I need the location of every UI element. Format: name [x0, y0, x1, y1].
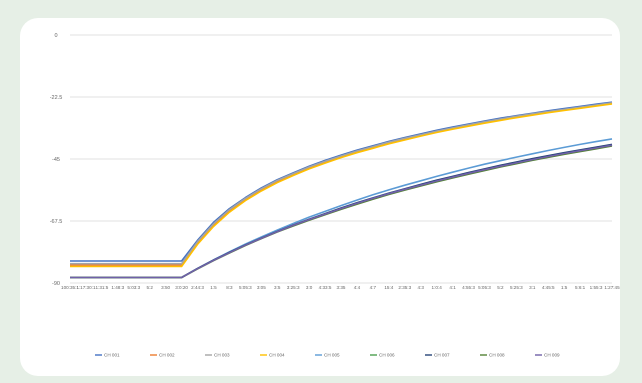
legend-label: CH 002: [159, 353, 175, 358]
legend: CH 001 CH 002 CH 003 CH 004 CH 005 CH 006 CH 0…: [95, 353, 560, 358]
x-tick-label: 1:48:3: [111, 285, 124, 290]
x-tick-label: 3:35: [337, 285, 346, 290]
series-line: [70, 145, 613, 279]
series-lines: [70, 101, 613, 279]
x-tick-label: 4:4: [354, 285, 361, 290]
x-tick-label: 3:0: [306, 285, 313, 290]
x-tick-label: 5:6:1: [575, 285, 586, 290]
x-tick-label: 5:2: [497, 285, 504, 290]
x-tick-label: 3:25:3: [287, 285, 300, 290]
x-axis-ticks: 100:35:11:17:30:1 1:31:5 1:48:3 5:03:3 5:2 3:…: [61, 285, 620, 290]
legend-label: CH 006: [379, 353, 395, 358]
x-tick-label: 2:44:3: [191, 285, 204, 290]
x-tick-label: 5:25:3: [510, 285, 523, 290]
y-tick-label: -67.5: [50, 219, 63, 225]
x-tick-label: 1:27:45: [604, 285, 620, 290]
x-tick-label: 1:0:4: [432, 285, 443, 290]
series-line: [70, 103, 613, 268]
legend-label: CH 009: [544, 353, 560, 358]
x-tick-label: 5:05:3: [478, 285, 491, 290]
gridlines: [70, 34, 612, 284]
x-tick-label: 1:5: [561, 285, 568, 290]
series-line: [70, 143, 613, 279]
x-tick-label: 4:1: [449, 285, 456, 290]
line-chart: 0 -22.5 -45 -67.5 -90 100:35:11:17:30:1 1:31:…: [50, 33, 620, 358]
legend-label: CH 001: [104, 353, 120, 358]
legend-label: CH 008: [489, 353, 505, 358]
x-tick-label: 4:55:3: [462, 285, 475, 290]
x-tick-label: 4:33:5: [319, 285, 332, 290]
legend-label: CH 005: [324, 353, 340, 358]
x-tick-label: 1:31:5: [95, 285, 108, 290]
y-tick-label: -90: [52, 281, 60, 287]
series-line: [70, 101, 613, 262]
x-tick-label: 8:3: [226, 285, 233, 290]
x-tick-label: 2:35:3: [398, 285, 411, 290]
series-line: [70, 102, 613, 265]
x-tick-label: 3:1: [529, 285, 536, 290]
x-tick-label: 1:55:3: [590, 285, 603, 290]
legend-label: CH 004: [269, 353, 285, 358]
x-tick-label: 5:03:3: [127, 285, 140, 290]
x-tick-label: 100:35:1: [61, 285, 79, 290]
x-tick-label: 1:5: [210, 285, 217, 290]
series-line: [70, 102, 613, 266]
x-tick-label: 3:0:20: [175, 285, 188, 290]
y-tick-label: -45: [52, 157, 60, 163]
x-tick-label: 3:5: [274, 285, 281, 290]
x-tick-label: 4:7: [370, 285, 377, 290]
chart-card: 0 -22.5 -45 -67.5 -90 100:35:1 1:17:30:1 1:31:…: [20, 18, 620, 376]
series-line: [70, 144, 613, 279]
x-tick-label: 4:45:5: [542, 285, 555, 290]
x-tick-label: 1:17:30:1: [76, 285, 96, 290]
x-tick-label: 5:05:3: [239, 285, 252, 290]
x-tick-label: 3:05: [257, 285, 266, 290]
y-tick-label: -22.5: [50, 95, 63, 101]
legend-label: CH 003: [214, 353, 230, 358]
y-tick-label: 0: [54, 33, 57, 39]
x-tick-label: 3:50: [161, 285, 170, 290]
x-tick-label: 5:2: [147, 285, 154, 290]
y-axis-ticks: 0 -22.5 -45 -67.5 -90: [50, 33, 63, 287]
x-tick-label: 15:4: [384, 285, 393, 290]
series-line: [70, 144, 613, 279]
legend-label: CH 007: [434, 353, 450, 358]
x-tick-label: 4:3: [418, 285, 425, 290]
